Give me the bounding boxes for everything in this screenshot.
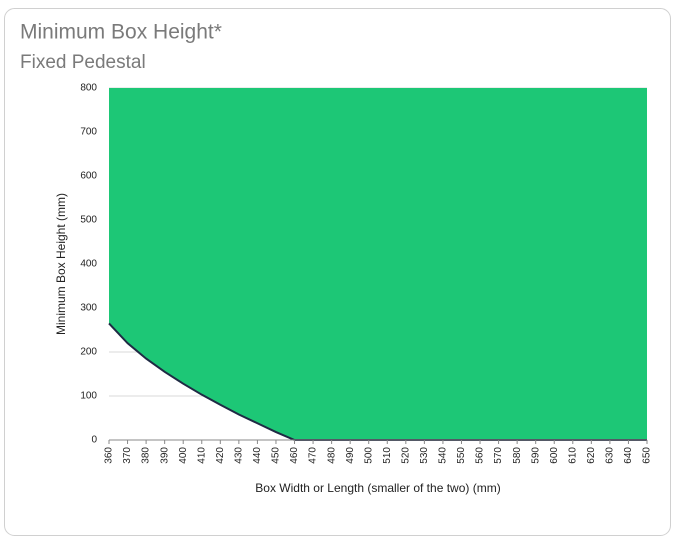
x-tick-label: 600 — [549, 447, 560, 464]
y-tick-label: 800 — [80, 83, 97, 94]
chart-title: Minimum Box Height* — [20, 21, 222, 44]
x-tick-label: 420 — [215, 447, 226, 464]
x-tick-label: 430 — [234, 447, 245, 464]
x-tick-label: 380 — [141, 447, 152, 464]
x-axis-label: Box Width or Length (smaller of the two)… — [255, 481, 500, 495]
y-axis-label: Minimum Box Height (mm) — [54, 193, 68, 335]
x-tick-label: 440 — [252, 447, 263, 464]
y-tick-label: 200 — [80, 347, 97, 358]
x-tick-label: 550 — [456, 447, 467, 464]
area-fill — [109, 88, 647, 440]
x-tick-label: 590 — [530, 447, 541, 464]
y-tick-label: 400 — [80, 259, 97, 270]
y-tick-label: 700 — [80, 127, 97, 138]
x-tick-label: 560 — [475, 447, 486, 464]
x-tick-label: 510 — [382, 447, 393, 464]
y-tick-label: 100 — [80, 391, 97, 402]
x-tick-label: 520 — [400, 447, 411, 464]
x-tick-label: 610 — [567, 447, 578, 464]
x-tick-label: 410 — [196, 447, 207, 464]
x-tick-label: 500 — [363, 447, 374, 464]
chart-subtitle: Fixed Pedestal — [20, 52, 146, 73]
x-tick-label: 570 — [493, 447, 504, 464]
x-tick-label: 390 — [159, 447, 170, 464]
y-tick-label: 600 — [80, 171, 97, 182]
x-tick-label: 360 — [104, 447, 115, 464]
x-tick-label: 580 — [512, 447, 523, 464]
y-tick-label: 500 — [80, 215, 97, 226]
x-tick-label: 620 — [586, 447, 597, 464]
y-tick-label: 0 — [91, 435, 97, 446]
x-tick-label: 530 — [419, 447, 430, 464]
x-tick-label: 470 — [308, 447, 319, 464]
x-tick-label: 540 — [438, 447, 449, 464]
x-tick-label: 370 — [122, 447, 133, 464]
x-tick-label: 450 — [271, 447, 282, 464]
y-tick-label: 300 — [80, 303, 97, 314]
x-tick-label: 400 — [178, 447, 189, 464]
x-tick-label: 630 — [605, 447, 616, 464]
x-tick-label: 650 — [642, 447, 653, 464]
x-tick-label: 480 — [326, 447, 337, 464]
x-tick-label: 460 — [289, 447, 300, 464]
x-tick-label: 490 — [345, 447, 356, 464]
x-tick-label: 640 — [623, 447, 634, 464]
